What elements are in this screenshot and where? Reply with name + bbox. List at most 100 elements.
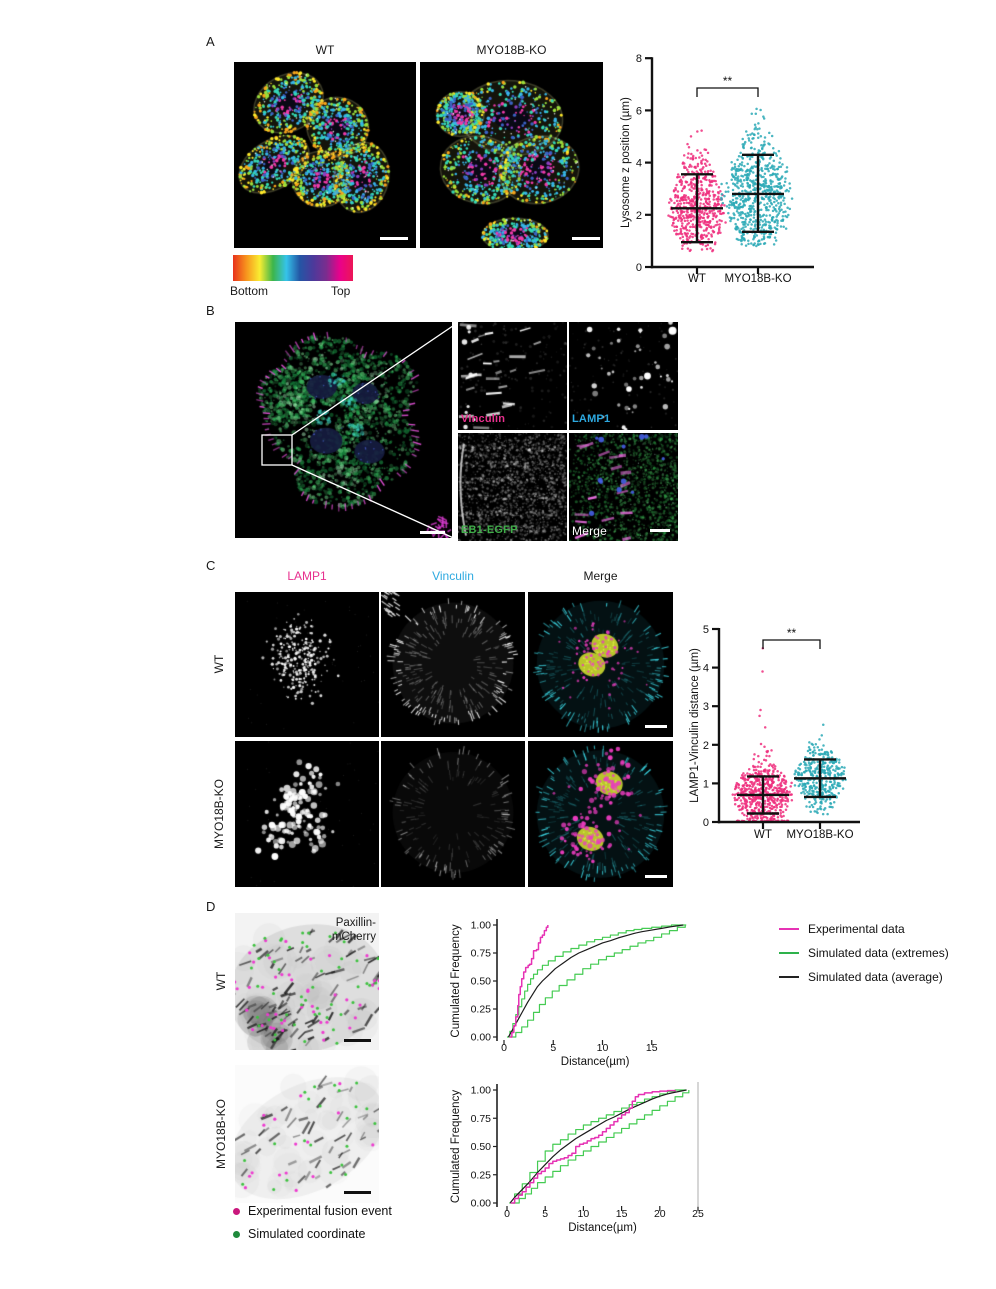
svg-text:0: 0 <box>501 1042 507 1054</box>
svg-text:0.75: 0.75 <box>471 948 492 960</box>
microscopy-image-b-overview <box>235 322 452 538</box>
svg-text:MYO18B-KO: MYO18B-KO <box>724 273 791 285</box>
svg-text:0.75: 0.75 <box>471 1113 492 1125</box>
svg-text:Distance(µm): Distance(µm) <box>568 1222 637 1234</box>
svg-text:10: 10 <box>597 1042 609 1054</box>
svg-text:0: 0 <box>636 262 642 274</box>
svg-text:5: 5 <box>542 1208 548 1220</box>
row-label-wt: WT <box>212 654 226 674</box>
svg-text:25: 25 <box>692 1208 704 1220</box>
cdf-legend-average: Simulated data (average) <box>779 970 943 984</box>
microscopy-c-merge-ko <box>528 741 673 887</box>
svg-text:1.00: 1.00 <box>471 1085 492 1097</box>
svg-text:3: 3 <box>703 701 709 713</box>
scale-bar <box>344 1039 371 1042</box>
svg-text:5: 5 <box>550 1042 556 1054</box>
svg-text:Cumulated Frequency: Cumulated Frequency <box>450 1090 462 1203</box>
paxillin-mcherry-label: Paxillin- mCherry <box>331 917 376 944</box>
inset-lamp1 <box>569 322 678 430</box>
line-swatch-icon <box>779 975 799 979</box>
scale-bar <box>344 1191 371 1194</box>
microscopy-c-vinculin-ko <box>381 741 525 887</box>
legend-simulated-coordinate: Simulated coordinate <box>233 1227 365 1241</box>
col-header-lamp1: LAMP1 <box>287 569 327 583</box>
microscopy-c-vinculin-wt <box>381 592 525 737</box>
svg-text:LAMP1-Vinculin distance (µm): LAMP1-Vinculin distance (µm) <box>689 648 701 803</box>
inset-label-lamp1: LAMP1 <box>572 413 611 425</box>
scale-bar <box>572 237 600 240</box>
green-dot-icon <box>233 1230 240 1238</box>
svg-text:WT: WT <box>688 273 706 285</box>
svg-text:20: 20 <box>654 1208 666 1220</box>
legend-experimental-fusion-event: Experimental fusion event <box>233 1204 392 1218</box>
svg-text:0.25: 0.25 <box>471 1169 492 1181</box>
svg-text:WT: WT <box>754 829 772 841</box>
inset-label-merge: Merge <box>572 524 608 538</box>
svg-text:6: 6 <box>636 105 642 117</box>
inset-merge <box>569 433 678 541</box>
z-colorbar <box>233 255 353 281</box>
svg-text:2: 2 <box>703 740 709 752</box>
line-swatch-icon <box>779 951 799 955</box>
cdf-legend-extremes: Simulated data (extremes) <box>779 946 949 960</box>
image-title-wt: WT <box>315 43 335 57</box>
row-label-myo18b-ko: MYO18B-KO <box>214 1098 228 1170</box>
svg-text:Lysosome z position (µm): Lysosome z position (µm) <box>620 97 632 228</box>
panel-letter-d: D <box>206 899 216 914</box>
microscopy-d-paxillin-wt <box>235 913 379 1050</box>
lysosome-z-position-chart: 0 2 4 6 8 WT MYO18B-KO Lysosome z position (µm)… <box>620 53 814 285</box>
microscopy-image-a-wt <box>234 62 416 248</box>
scale-bar <box>650 529 670 532</box>
svg-text:0.00: 0.00 <box>471 1032 492 1044</box>
svg-text:0: 0 <box>504 1208 510 1220</box>
microscopy-d-paxillin-ko <box>235 1065 379 1203</box>
row-label-wt: WT <box>214 971 228 991</box>
cdf-chart-wt: 0.00 0.25 0.50 0.75 1.00 0 5 10 15 Distance(µm) Cu… <box>450 919 687 1068</box>
svg-text:8: 8 <box>636 53 642 65</box>
svg-text:1.00: 1.00 <box>471 920 492 932</box>
svg-text:5: 5 <box>703 624 709 636</box>
panel-letter-c: C <box>206 558 216 573</box>
microscopy-c-lamp1-wt <box>235 592 379 737</box>
inset-label-vinculin: Vinculin <box>461 413 506 425</box>
lamp1-vinculin-distance-chart: 0 1 2 3 4 5 WT MYO18B-KO LAMP1-Vinculin distance… <box>689 624 860 841</box>
svg-text:Distance(µm): Distance(µm) <box>561 1056 630 1068</box>
svg-text:0.00: 0.00 <box>471 1198 492 1210</box>
svg-text:10: 10 <box>578 1208 590 1220</box>
svg-text:15: 15 <box>616 1208 628 1220</box>
svg-text:4: 4 <box>636 158 642 170</box>
svg-text:2: 2 <box>636 210 642 222</box>
row-label-myo18b-ko: MYO18B-KO <box>212 778 226 850</box>
svg-text:1: 1 <box>703 778 709 790</box>
image-title-myo18b-ko: MYO18B-KO <box>476 43 547 57</box>
svg-text:0: 0 <box>703 817 709 829</box>
inset-label-eb1-egfp: EB1-EGFP <box>461 524 518 536</box>
svg-text:**: ** <box>787 626 797 640</box>
svg-text:15: 15 <box>646 1042 658 1054</box>
inset-vinculin <box>458 322 567 430</box>
cdf-chart-ko: 0.00 0.25 0.50 0.75 1.00 0 5 10 15 20 25 Distance(µ… <box>450 1082 704 1234</box>
scale-bar <box>645 875 667 878</box>
panel-letter-b: B <box>206 303 215 318</box>
line-swatch-icon <box>779 927 799 931</box>
scale-bar <box>380 237 408 240</box>
svg-text:0.25: 0.25 <box>471 1004 492 1016</box>
svg-text:Cumulated Frequency: Cumulated Frequency <box>450 924 462 1037</box>
svg-text:4: 4 <box>703 663 709 675</box>
colorbar-bottom-label: Bottom <box>230 284 269 298</box>
svg-text:0.50: 0.50 <box>471 1141 492 1153</box>
colorbar-top-label: Top <box>331 284 351 298</box>
col-header-vinculin: Vinculin <box>432 569 474 583</box>
magenta-dot-icon <box>233 1207 240 1215</box>
cdf-legend-experimental: Experimental data <box>779 922 905 936</box>
microscopy-c-lamp1-ko <box>235 741 379 887</box>
inset-eb1-egfp <box>458 433 567 541</box>
col-header-merge: Merge <box>583 569 618 583</box>
panel-letter-a: A <box>206 34 215 49</box>
microscopy-c-merge-wt <box>528 592 673 737</box>
svg-text:MYO18B-KO: MYO18B-KO <box>786 829 853 841</box>
svg-text:**: ** <box>723 74 733 88</box>
scale-bar <box>420 531 445 534</box>
microscopy-image-a-ko <box>420 62 603 248</box>
